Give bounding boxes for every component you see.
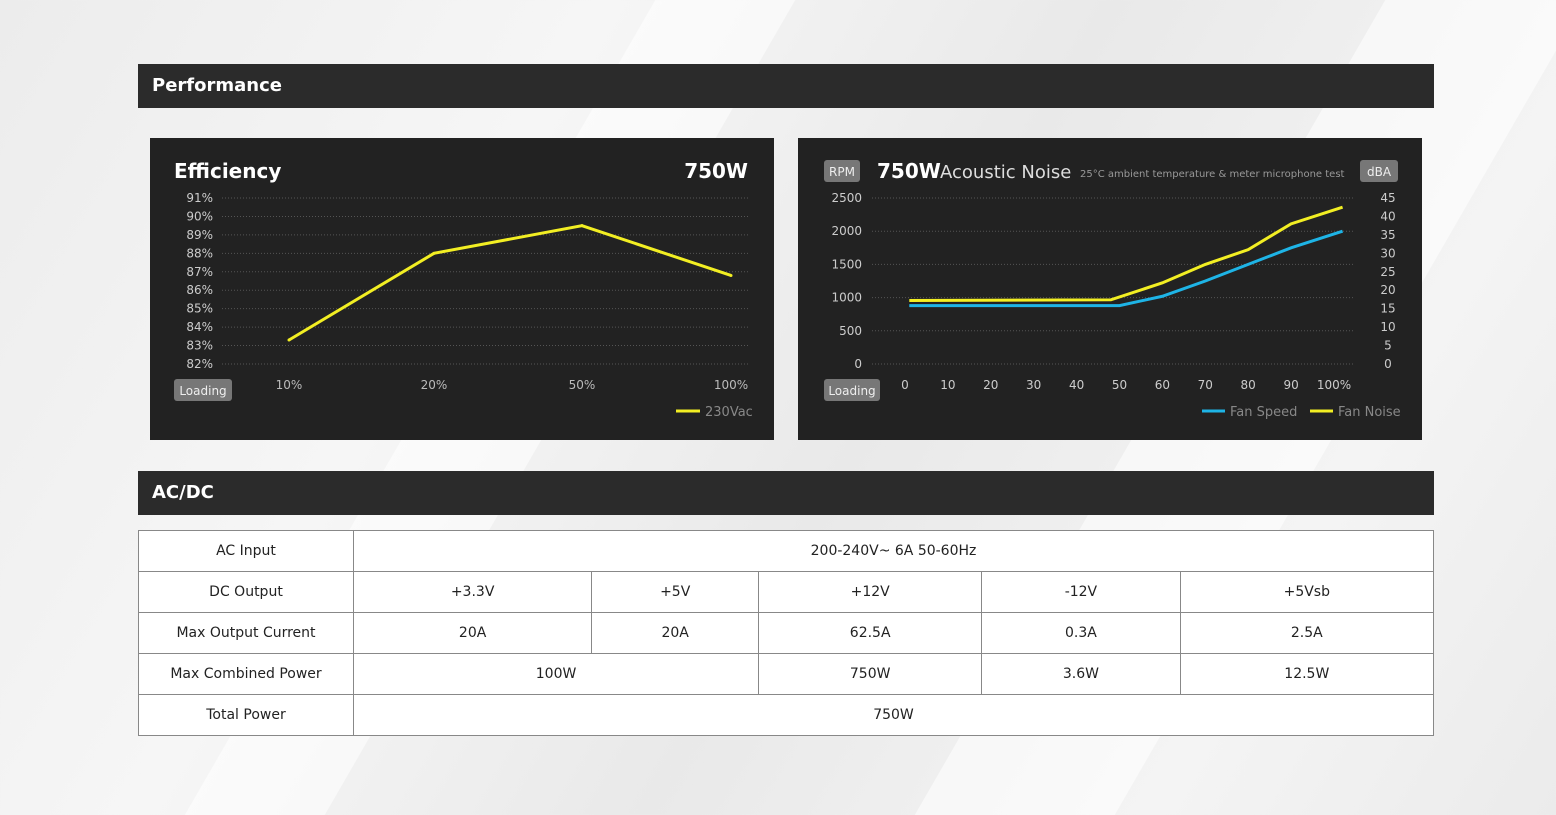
y-tick-label: 500: [839, 324, 862, 338]
y2-tick-label: 25: [1380, 265, 1395, 279]
y-tick-label: 88%: [186, 246, 213, 260]
cell: +3.3V: [352, 571, 593, 613]
cell: 12.5W: [1179, 653, 1435, 695]
performance-header: Performance: [138, 64, 1434, 108]
table-row: DC Output +3.3V +5V +12V -12V +5Vsb: [138, 571, 1435, 613]
chart-title: Acoustic Noise: [940, 162, 1071, 183]
efficiency-chart-panel: Efficiency 750W 82% 83% 84% 85% 86% 87% 88% 89% 90…: [150, 138, 774, 440]
y-tick-label: 1500: [831, 257, 862, 271]
series-line-fan-speed: [909, 229, 1344, 308]
series-line-230vac: [288, 224, 732, 342]
x-tick-label: 80: [1241, 378, 1256, 392]
rpm-badge: RPM: [829, 165, 855, 179]
series-line-fan-noise: [909, 205, 1344, 303]
row-label: Max Output Current: [138, 612, 354, 654]
y-tick-label: 83%: [186, 339, 213, 353]
data-point: [287, 338, 291, 342]
y-tick-label: 87%: [186, 265, 213, 279]
acdc-table: AC Input 200-240V~ 6A 50-60Hz DC Output +3…: [138, 530, 1435, 736]
x-tick-label: 10%: [276, 378, 303, 392]
x-tick-label: 20: [983, 378, 998, 392]
acoustic-noise-chart: RPM dBA 750W Acoustic Noise 25°C ambient tem…: [824, 159, 1401, 420]
y2-tick-label: 0: [1384, 357, 1392, 371]
cell: 20A: [352, 612, 593, 654]
acoustic-chart-panel: RPM dBA 750W Acoustic Noise 25°C ambient tem…: [798, 138, 1422, 440]
x-tick-label: 40: [1069, 378, 1084, 392]
loading-badge: Loading: [179, 384, 226, 398]
legend-label: Fan Noise: [1338, 405, 1401, 420]
row-label: AC Input: [138, 530, 354, 572]
legend-label: 230Vac: [705, 405, 753, 420]
loading-badge: Loading: [828, 384, 875, 398]
chart-model: 750W: [877, 159, 941, 183]
table-row: Total Power 750W: [138, 694, 1434, 736]
y-tick-label: 86%: [186, 283, 213, 297]
cell: +5V: [591, 571, 760, 613]
x-tick-label: 60: [1155, 378, 1170, 392]
x-tick-label: 50%: [569, 378, 596, 392]
row-label: Total Power: [138, 694, 354, 736]
x-tick-label: 0: [901, 378, 909, 392]
cell: +12V: [758, 571, 983, 613]
dba-badge: dBA: [1367, 165, 1392, 179]
cell: 200-240V~ 6A 50-60Hz: [353, 530, 1434, 572]
cell: 20A: [591, 612, 760, 654]
x-tick-label: 70: [1198, 378, 1213, 392]
y-tick-label: 90%: [186, 209, 213, 223]
y-tick-label: 1000: [831, 291, 862, 305]
chart-model: 750W: [684, 159, 748, 183]
y-tick-label: 84%: [186, 320, 213, 334]
table-row: Max Combined Power 100W 750W 3.6W 12.5W: [138, 653, 1435, 695]
y2-tick-label: 40: [1380, 209, 1395, 223]
x-tick-label: 10: [940, 378, 955, 392]
acdc-header: AC/DC: [138, 471, 1434, 515]
efficiency-chart: Efficiency 750W 82% 83% 84% 85% 86% 87% 88% 89% 90…: [174, 159, 753, 420]
dba-badge-bg: [1360, 160, 1398, 182]
x-tick-label: 30: [1026, 378, 1041, 392]
y2-tick-label: 5: [1384, 339, 1392, 353]
data-point: [729, 273, 733, 277]
table-row: Max Output Current 20A 20A 62.5A 0.3A 2.5A: [138, 612, 1435, 654]
cell: 62.5A: [758, 612, 983, 654]
x-tick-label: 50: [1112, 378, 1127, 392]
y-tick-label: 2000: [831, 224, 862, 238]
cell: 750W: [353, 694, 1434, 736]
table-row: AC Input 200-240V~ 6A 50-60Hz: [138, 530, 1434, 572]
loading-badge-bg: [174, 379, 232, 401]
cell: 0.3A: [981, 612, 1181, 654]
chart-subtitle: 25°C ambient temperature & meter microph…: [1080, 169, 1345, 180]
y-tick-label: 85%: [186, 302, 213, 316]
data-point: [432, 251, 436, 255]
y-tick-label: 2500: [831, 191, 862, 205]
y-tick-label: 89%: [186, 228, 213, 242]
y2-tick-label: 45: [1380, 191, 1395, 205]
y2-tick-label: 20: [1380, 283, 1395, 297]
row-label: DC Output: [138, 571, 354, 613]
y-tick-label: 82%: [186, 357, 213, 371]
rpm-badge-bg: [824, 160, 860, 182]
chart-title: Efficiency: [174, 159, 281, 183]
row-label: Max Combined Power: [138, 653, 354, 695]
cell: 100W: [352, 653, 760, 695]
y-tick-label: 91%: [186, 191, 213, 205]
x-tick-label: 100%: [714, 378, 748, 392]
y2-tick-label: 10: [1380, 320, 1395, 334]
x-tick-label: 90: [1283, 378, 1298, 392]
cell: +5Vsb: [1179, 571, 1435, 613]
cell: 3.6W: [981, 653, 1181, 695]
cell: 2.5A: [1179, 612, 1435, 654]
x-tick-label: 20%: [421, 378, 448, 392]
data-point: [580, 224, 584, 228]
x-tick-label: 100%: [1317, 378, 1351, 392]
legend-label: Fan Speed: [1230, 405, 1297, 420]
y-tick-label: 0: [854, 357, 862, 371]
cell: -12V: [981, 571, 1181, 613]
y2-tick-label: 30: [1380, 246, 1395, 260]
y2-tick-label: 35: [1380, 228, 1395, 242]
loading-badge-bg: [824, 379, 880, 401]
y2-tick-label: 15: [1380, 302, 1395, 316]
cell: 750W: [758, 653, 983, 695]
